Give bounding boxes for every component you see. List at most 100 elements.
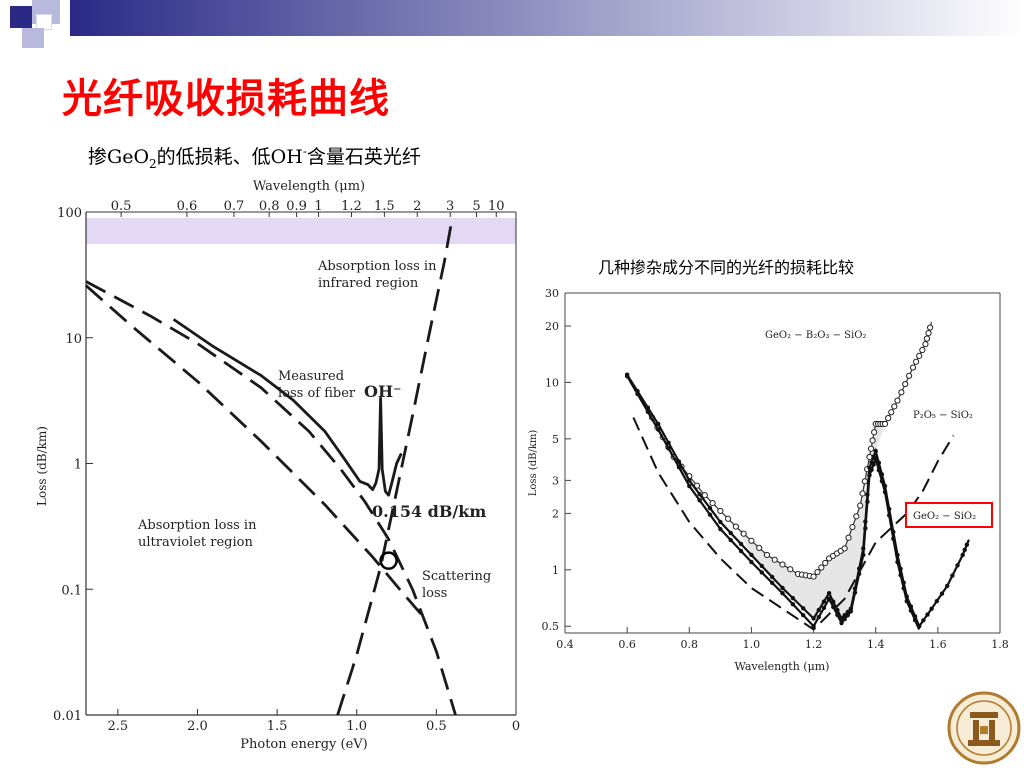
right-x-tick-label: 0.8 xyxy=(681,638,699,651)
top-tick-label: 1.2 xyxy=(341,199,362,214)
geo2-b2o3-sio2-point xyxy=(885,415,892,422)
geo2-sio2-b-point xyxy=(656,427,661,432)
top-tick-label: 2 xyxy=(413,199,421,214)
top-axis-label: Wavelength (μm) xyxy=(253,179,365,194)
infrared-annotation-line1: Absorption loss in xyxy=(317,259,437,274)
minimum-loss-marker xyxy=(379,551,398,570)
geo2-b2o3-sio2-point xyxy=(916,352,923,359)
geo2-sio2-point xyxy=(921,618,926,623)
geo2-sio2-point xyxy=(873,448,878,454)
geo2-sio2-b-point xyxy=(879,478,885,484)
geo2-sio2-b-point xyxy=(676,465,682,470)
geo2-b2o3-sio2-point xyxy=(818,564,825,571)
right-chart-caption: 几种掺杂成分不同的光纤的损耗比较 xyxy=(598,258,855,277)
geo2-sio2-b-point xyxy=(863,526,868,531)
geo2-sio2-b-point xyxy=(769,580,775,586)
geo2-sio2-b-point xyxy=(624,373,630,379)
right-y-tick-label: 10 xyxy=(545,376,559,389)
geo2-sio2-b-point xyxy=(852,590,858,595)
geo2-b2o3-sio2-point xyxy=(756,544,763,551)
geo2-b2o3-sio2-point xyxy=(859,490,866,497)
p2o5-sio2-series-line xyxy=(632,417,955,631)
geo2-sio2-b-point xyxy=(876,467,882,473)
geo2-sio2-b-point xyxy=(831,604,836,610)
geo2-sio2-point xyxy=(955,563,960,568)
geo2-b2o3-sio2-point xyxy=(869,437,876,444)
ultraviolet-series-line xyxy=(85,284,425,619)
corner-square-white xyxy=(36,14,52,30)
geo2-sio2-b-point xyxy=(908,608,914,613)
y-tick-label: 0.1 xyxy=(61,583,82,598)
geo2-b2o3-sio2-point xyxy=(866,453,873,461)
x-tick-label: 0 xyxy=(512,719,520,734)
geo2-sio2-b-series-line xyxy=(626,375,921,630)
subtitle-suffix: 含量石英光纤 xyxy=(306,146,421,168)
p2o5-sio2-label: P₂O₅ − SiO₂ xyxy=(913,410,973,421)
slide-subtitle: 掺GeO2的低损耗、低OH-含量石英光纤 xyxy=(88,142,421,171)
geo2-sio2-point xyxy=(697,492,702,497)
y-tick-label: 100 xyxy=(57,206,82,221)
geo2-sio2-highlight-box xyxy=(905,502,993,528)
geo2-sio2-point xyxy=(759,563,764,569)
geo2-b2o3-sio2-point xyxy=(891,403,898,410)
geo2-b2o3-sio2-point xyxy=(881,420,889,428)
geo2-sio2-point xyxy=(950,573,955,578)
geo2-sio2-b-point xyxy=(891,536,896,541)
geo2-sio2-point xyxy=(718,519,723,525)
geo2-b2o3-sio2-point xyxy=(923,335,931,342)
subtitle-geo: GeO xyxy=(107,146,150,168)
right-x-tick-label: 1.4 xyxy=(867,638,885,651)
geo2-sio2-point xyxy=(939,591,945,596)
geo2-b2o3-sio2-label: GeO₂ − B₂O₃ − SiO₂ xyxy=(765,330,866,341)
scattering-series-line xyxy=(85,280,457,716)
top-tick-label: 0.9 xyxy=(286,199,307,214)
university-seal-icon xyxy=(947,691,1021,765)
right-y-tick-label: 30 xyxy=(545,287,559,300)
right-x-tick-label: 1.0 xyxy=(743,638,761,651)
infrared-annotation-line2: infrared region xyxy=(318,276,419,291)
corner-square-lavender-low xyxy=(22,28,44,48)
subtitle-geo-subscript: 2 xyxy=(149,156,157,171)
right-y-tick-label: 1 xyxy=(552,564,559,577)
geo2-sio2-b-point xyxy=(882,489,888,495)
geo2-sio2-b-point xyxy=(821,605,827,611)
geo2-b2o3-sio2-point xyxy=(740,530,747,537)
geo2-sio2-b-point xyxy=(790,602,796,607)
y-axis-label: Loss (dB/km) xyxy=(35,426,49,506)
geo2-sio2-b-point xyxy=(635,391,640,397)
geo2-sio2-point xyxy=(676,459,682,464)
subtitle-oh-superscript: - xyxy=(302,144,307,159)
right-y-tick-label: 20 xyxy=(545,320,559,333)
slide-title: 光纤吸收损耗曲线 xyxy=(62,76,390,122)
right-x-tick-label: 0.4 xyxy=(556,638,574,651)
right-x-tick-label: 1.2 xyxy=(805,638,823,651)
geo2-sio2-b-point xyxy=(898,572,903,578)
geo2-sio2-point xyxy=(816,607,821,613)
geo2-sio2-point xyxy=(687,478,692,483)
geo2-sio2-point xyxy=(811,616,816,621)
geo2-sio2-b-point xyxy=(826,596,832,602)
geo2-sio2-b-point xyxy=(738,548,744,554)
geo2-b2o3-sio2-point xyxy=(871,429,878,436)
geo2-sio2-b-point xyxy=(895,559,900,565)
geo2-sio2-b-point xyxy=(845,613,850,618)
geo2-sio2-b-point xyxy=(835,612,840,618)
geo2-sio2-b-point xyxy=(901,585,906,591)
oh-annotation: OH⁻ xyxy=(364,382,402,401)
top-tick-label: 0.6 xyxy=(177,199,198,214)
top-tick-label: 1 xyxy=(314,199,322,214)
geo2-sio2-b-point xyxy=(666,446,671,451)
geo2-sio2-point xyxy=(801,606,806,611)
geo2-b2o3-sio2-point xyxy=(822,559,829,567)
geo2-sio2-point xyxy=(925,612,930,617)
geo2-b2o3-sio2-point xyxy=(701,492,708,499)
geo2-b2o3-sio2-point xyxy=(867,445,875,452)
ultraviolet-annotation-line2: ultraviolet region xyxy=(138,535,253,550)
geo2-sio2-b-point xyxy=(873,456,878,462)
geo2-b2o3-sio2-point xyxy=(857,502,864,509)
geo2-b2o3-sio2-series-line xyxy=(651,321,933,578)
geo2-b2o3-sio2-point xyxy=(894,397,901,404)
geo2-b2o3-sio2-point xyxy=(748,537,755,544)
